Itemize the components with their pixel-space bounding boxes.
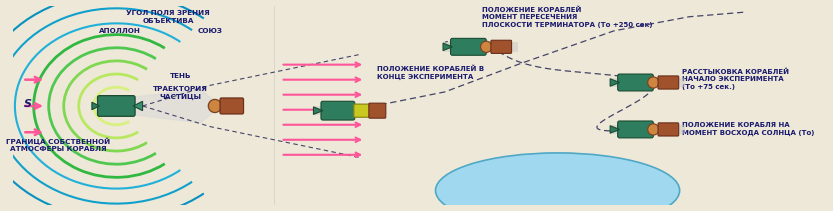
Circle shape: [648, 124, 659, 135]
Bar: [610, 125, 686, 134]
Bar: [313, 106, 387, 115]
Polygon shape: [313, 107, 323, 114]
FancyBboxPatch shape: [369, 103, 386, 118]
FancyBboxPatch shape: [658, 123, 679, 136]
Polygon shape: [610, 79, 620, 86]
Bar: [443, 42, 518, 51]
FancyBboxPatch shape: [354, 104, 371, 117]
Circle shape: [481, 41, 491, 53]
Polygon shape: [610, 126, 620, 133]
FancyBboxPatch shape: [321, 101, 355, 120]
Text: ГРАНИЦА СОБСТВЕННОЙ
АТМОСФЕРЫ КОРАБЛЯ: ГРАНИЦА СОБСТВЕННОЙ АТМОСФЕРЫ КОРАБЛЯ: [6, 137, 110, 152]
Text: ТРАЕКТОРИЯ
ЧАСТИЦЫ: ТРАЕКТОРИЯ ЧАСТИЦЫ: [152, 86, 207, 100]
Text: ПОЛОЖЕНИЕ КОРАБЛЕЙ
МОМЕНТ ПЕРЕСЕЧЕНИЯ
ПЛОСКОСТИ ТЕРМИНАТОРА (То +250 сек): ПОЛОЖЕНИЕ КОРАБЛЕЙ МОМЕНТ ПЕРЕСЕЧЕНИЯ ПЛ…: [482, 7, 653, 28]
Text: СОЮЗ: СОЮЗ: [197, 28, 222, 34]
Bar: [610, 78, 686, 87]
Circle shape: [208, 99, 222, 112]
Polygon shape: [114, 89, 220, 123]
FancyBboxPatch shape: [617, 74, 653, 91]
Text: ПОЛОЖЕНИЕ КОРАБЛЕЙ В
КОНЦЕ ЭКСПЕРИМЕНТА: ПОЛОЖЕНИЕ КОРАБЛЕЙ В КОНЦЕ ЭКСПЕРИМЕНТА: [377, 66, 485, 80]
Text: УГОЛ ПОЛЯ ЗРЕНИЯ
ОБЪЕКТИВА: УГОЛ ПОЛЯ ЗРЕНИЯ ОБЪЕКТИВА: [126, 10, 210, 24]
Polygon shape: [133, 101, 142, 111]
Text: ТЕНЬ: ТЕНЬ: [169, 73, 191, 79]
Text: ПОЛОЖЕНИЕ КОРАБЛЯ НА
МОМЕНТ ВОСХОДА СОЛНЦА (То): ПОЛОЖЕНИЕ КОРАБЛЯ НА МОМЕНТ ВОСХОДА СОЛН…: [682, 122, 815, 136]
FancyBboxPatch shape: [491, 40, 511, 53]
Ellipse shape: [436, 153, 680, 211]
Polygon shape: [443, 43, 452, 51]
Polygon shape: [92, 102, 99, 110]
FancyBboxPatch shape: [451, 38, 486, 55]
Text: S: S: [24, 99, 32, 109]
FancyBboxPatch shape: [220, 98, 243, 114]
Text: РАССТЫКОВКА КОРАБЛЕЙ
НАЧАЛО ЭКСПЕРИМЕНТА
(То +75 сек.): РАССТЫКОВКА КОРАБЛЕЙ НАЧАЛО ЭКСПЕРИМЕНТА…: [682, 68, 790, 90]
Text: АПОЛЛОН: АПОЛЛОН: [99, 28, 141, 34]
FancyBboxPatch shape: [617, 121, 653, 138]
FancyBboxPatch shape: [97, 96, 135, 116]
Circle shape: [648, 77, 659, 88]
FancyBboxPatch shape: [658, 76, 679, 89]
